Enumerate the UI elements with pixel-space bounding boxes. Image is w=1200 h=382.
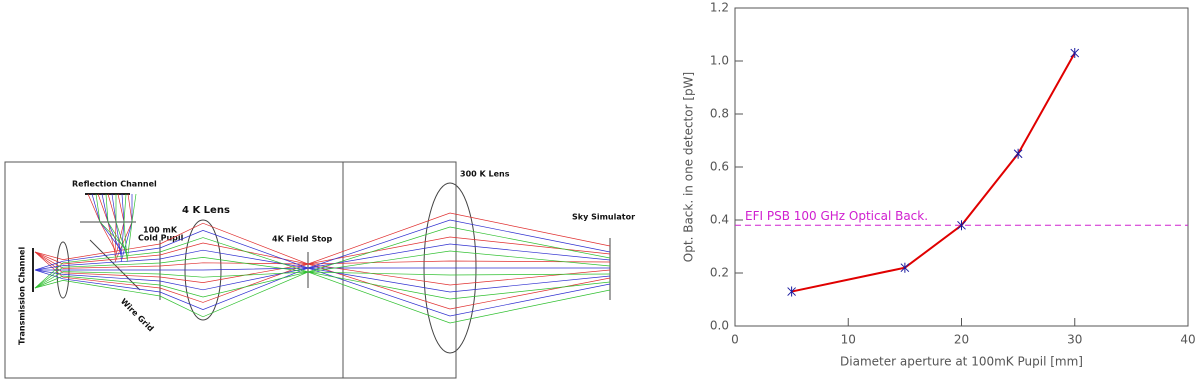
ray [95, 193, 128, 251]
plot-frame [734, 7, 1189, 327]
y-tick-label: 0.4 [710, 213, 729, 227]
ray [34, 236, 611, 265]
ray [34, 251, 611, 286]
diagram-label: Sky Simulator [572, 213, 635, 222]
y-tick-label: 0.0 [710, 319, 729, 333]
line [791, 52, 1076, 293]
diagram-frame [4, 161, 457, 379]
x-tick-label: 0 [731, 333, 739, 347]
x-tick-label: 20 [954, 333, 969, 347]
ray [34, 267, 611, 317]
ray [34, 212, 611, 265]
reference-label: EFI PSB 100 GHz Optical Back. [745, 209, 928, 223]
optical-diagram: Reflection Channel 100 mK Cold Pupil 4 K… [4, 161, 635, 379]
marker [787, 286, 796, 297]
x-tick-label: 30 [1067, 333, 1082, 347]
ray [105, 193, 128, 254]
chart: 0.0 0.2 0.4 0.6 0.8 1.0 1.2 0 10 20 30 40 Diameter a… [682, 1, 1196, 369]
ray [34, 271, 611, 289]
y-axis-label: Opt. Back. in one detector [pW] [682, 72, 696, 262]
ray [126, 193, 137, 263]
diagram-label: 4K Field Stop [272, 235, 333, 244]
marker [1013, 148, 1023, 159]
ray [123, 193, 128, 260]
ray [34, 226, 611, 289]
ray [34, 251, 611, 269]
diagram-label: Reflection Channel [72, 180, 157, 189]
x-tick-label: 40 [1180, 333, 1195, 347]
ray [34, 243, 611, 271]
ray [34, 250, 611, 289]
diagram-label: 4 K Lens [182, 205, 230, 216]
y-tick-label: 1.0 [710, 54, 729, 68]
marker [1070, 48, 1080, 59]
y-tick-label: 1.2 [710, 1, 729, 15]
diagram-label: 100 mK [143, 226, 178, 235]
marker [900, 262, 910, 273]
y-tick-label: 0.2 [710, 266, 729, 280]
ray [34, 267, 611, 293]
diagram-label: 300 K Lens [460, 170, 510, 179]
ray [34, 271, 611, 300]
ray [34, 251, 611, 310]
ray [120, 193, 125, 260]
diagram-label: Transmission Channel [18, 247, 27, 345]
diagram-label: Cold Pupil [138, 234, 184, 243]
y-tick-label: 0.6 [710, 160, 729, 174]
y-tick-label: 0.8 [710, 107, 729, 121]
x-tick-label: 10 [841, 333, 856, 347]
marker [957, 220, 966, 231]
ray [34, 219, 611, 271]
ray [35, 267, 610, 271]
x-axis-label: Diameter aperture at 100mK Pupil [mm] [840, 355, 1083, 369]
ray [34, 271, 611, 324]
diagram-label: Wire Grid [119, 297, 156, 334]
ray [115, 194, 128, 257]
